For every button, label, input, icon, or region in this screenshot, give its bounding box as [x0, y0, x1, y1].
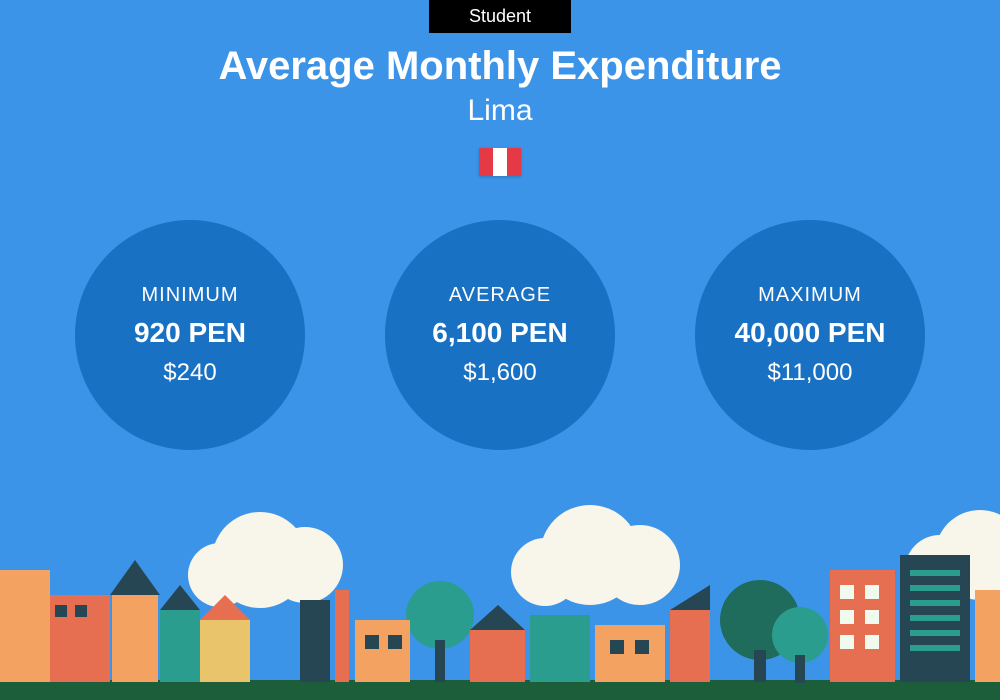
stat-circle-maximum: MAXIMUM 40,000 PEN $11,000 — [695, 220, 925, 450]
country-flag — [479, 148, 521, 176]
cityscape-illustration — [0, 500, 1000, 700]
stat-amount: 6,100 PEN — [432, 317, 567, 349]
stat-label: MAXIMUM — [758, 284, 862, 307]
stat-usd: $11,000 — [768, 359, 853, 387]
stat-usd: $240 — [163, 359, 216, 387]
stat-label: AVERAGE — [449, 284, 551, 307]
stat-amount: 920 PEN — [134, 317, 246, 349]
stat-circles-row: MINIMUM 920 PEN $240 AVERAGE 6,100 PEN $… — [0, 220, 1000, 450]
flag-stripe-center — [493, 148, 507, 176]
category-badge: Student — [429, 0, 571, 33]
stat-circle-minimum: MINIMUM 920 PEN $240 — [75, 220, 305, 450]
stat-circle-average: AVERAGE 6,100 PEN $1,600 — [385, 220, 615, 450]
flag-stripe-left — [479, 148, 493, 176]
stat-label: MINIMUM — [142, 284, 239, 307]
city-subtitle: Lima — [0, 94, 1000, 128]
stat-amount: 40,000 PEN — [735, 317, 886, 349]
stat-usd: $1,600 — [463, 359, 536, 387]
flag-stripe-right — [507, 148, 521, 176]
page-title: Average Monthly Expenditure — [0, 44, 1000, 89]
